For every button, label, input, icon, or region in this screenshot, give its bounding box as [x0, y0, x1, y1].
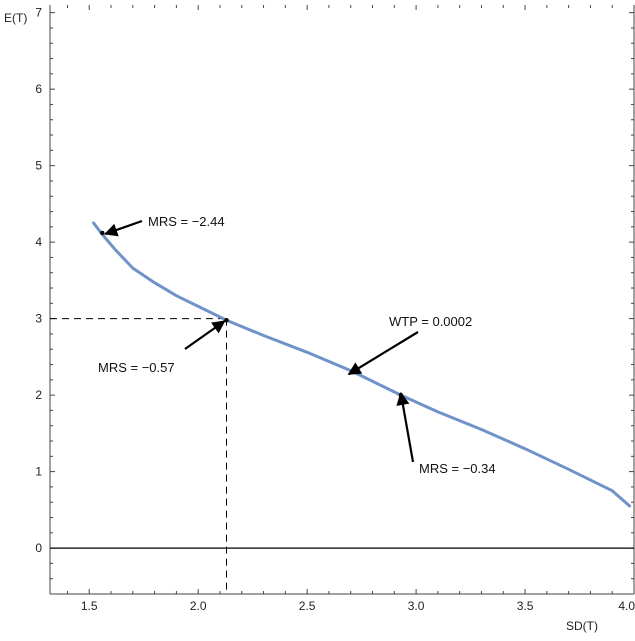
annotation-label: MRS = −2.44	[148, 214, 225, 229]
reference-lines-layer	[50, 318, 228, 594]
annotation-label: WTP = 0.0002	[389, 314, 472, 329]
x-tick-label: 2.5	[299, 599, 316, 613]
x-axis-label: SD(T)	[566, 619, 598, 633]
annotation-arrow	[347, 331, 419, 376]
y-tick-label: 4	[35, 235, 42, 249]
data-point-marker	[224, 317, 229, 323]
x-tick-label: 3.5	[517, 599, 534, 613]
annotations-layer: MRS = −2.44 MRS = −0.57 WTP = 0.0002 MRS = …	[98, 214, 496, 476]
y-tick-label: 3	[35, 312, 42, 326]
y-tick-label: 0	[35, 541, 42, 555]
axis-labels-layer: E(T) SD(T)	[4, 11, 598, 633]
annotation-arrow	[184, 320, 226, 350]
annotation-arrow	[104, 219, 143, 237]
series-layer	[92, 221, 632, 508]
x-tick-label: 3.0	[408, 599, 425, 613]
y-tick-label: 7	[35, 6, 42, 20]
y-tick-label: 1	[35, 465, 42, 479]
y-tick-label: 2	[35, 388, 42, 402]
y-tick-label: 6	[35, 82, 42, 96]
x-tick-label: 1.5	[81, 599, 98, 613]
annotation-arrow	[396, 391, 415, 463]
x-tick-label: 2.0	[190, 599, 207, 613]
axes-layer: 0 1 2 3 4 5 6 7 1.5 2.0 2.5 3.0 3.5 4.0	[35, 5, 635, 613]
annotation-label: MRS = −0.34	[419, 461, 496, 476]
x-tick-label: 4.0	[618, 599, 635, 613]
series-line	[92, 221, 632, 508]
data-point-marker	[100, 230, 105, 236]
y-axis-label: E(T)	[4, 11, 27, 25]
y-tick-label: 5	[35, 159, 42, 173]
annotation-label: MRS = −0.57	[98, 360, 175, 375]
